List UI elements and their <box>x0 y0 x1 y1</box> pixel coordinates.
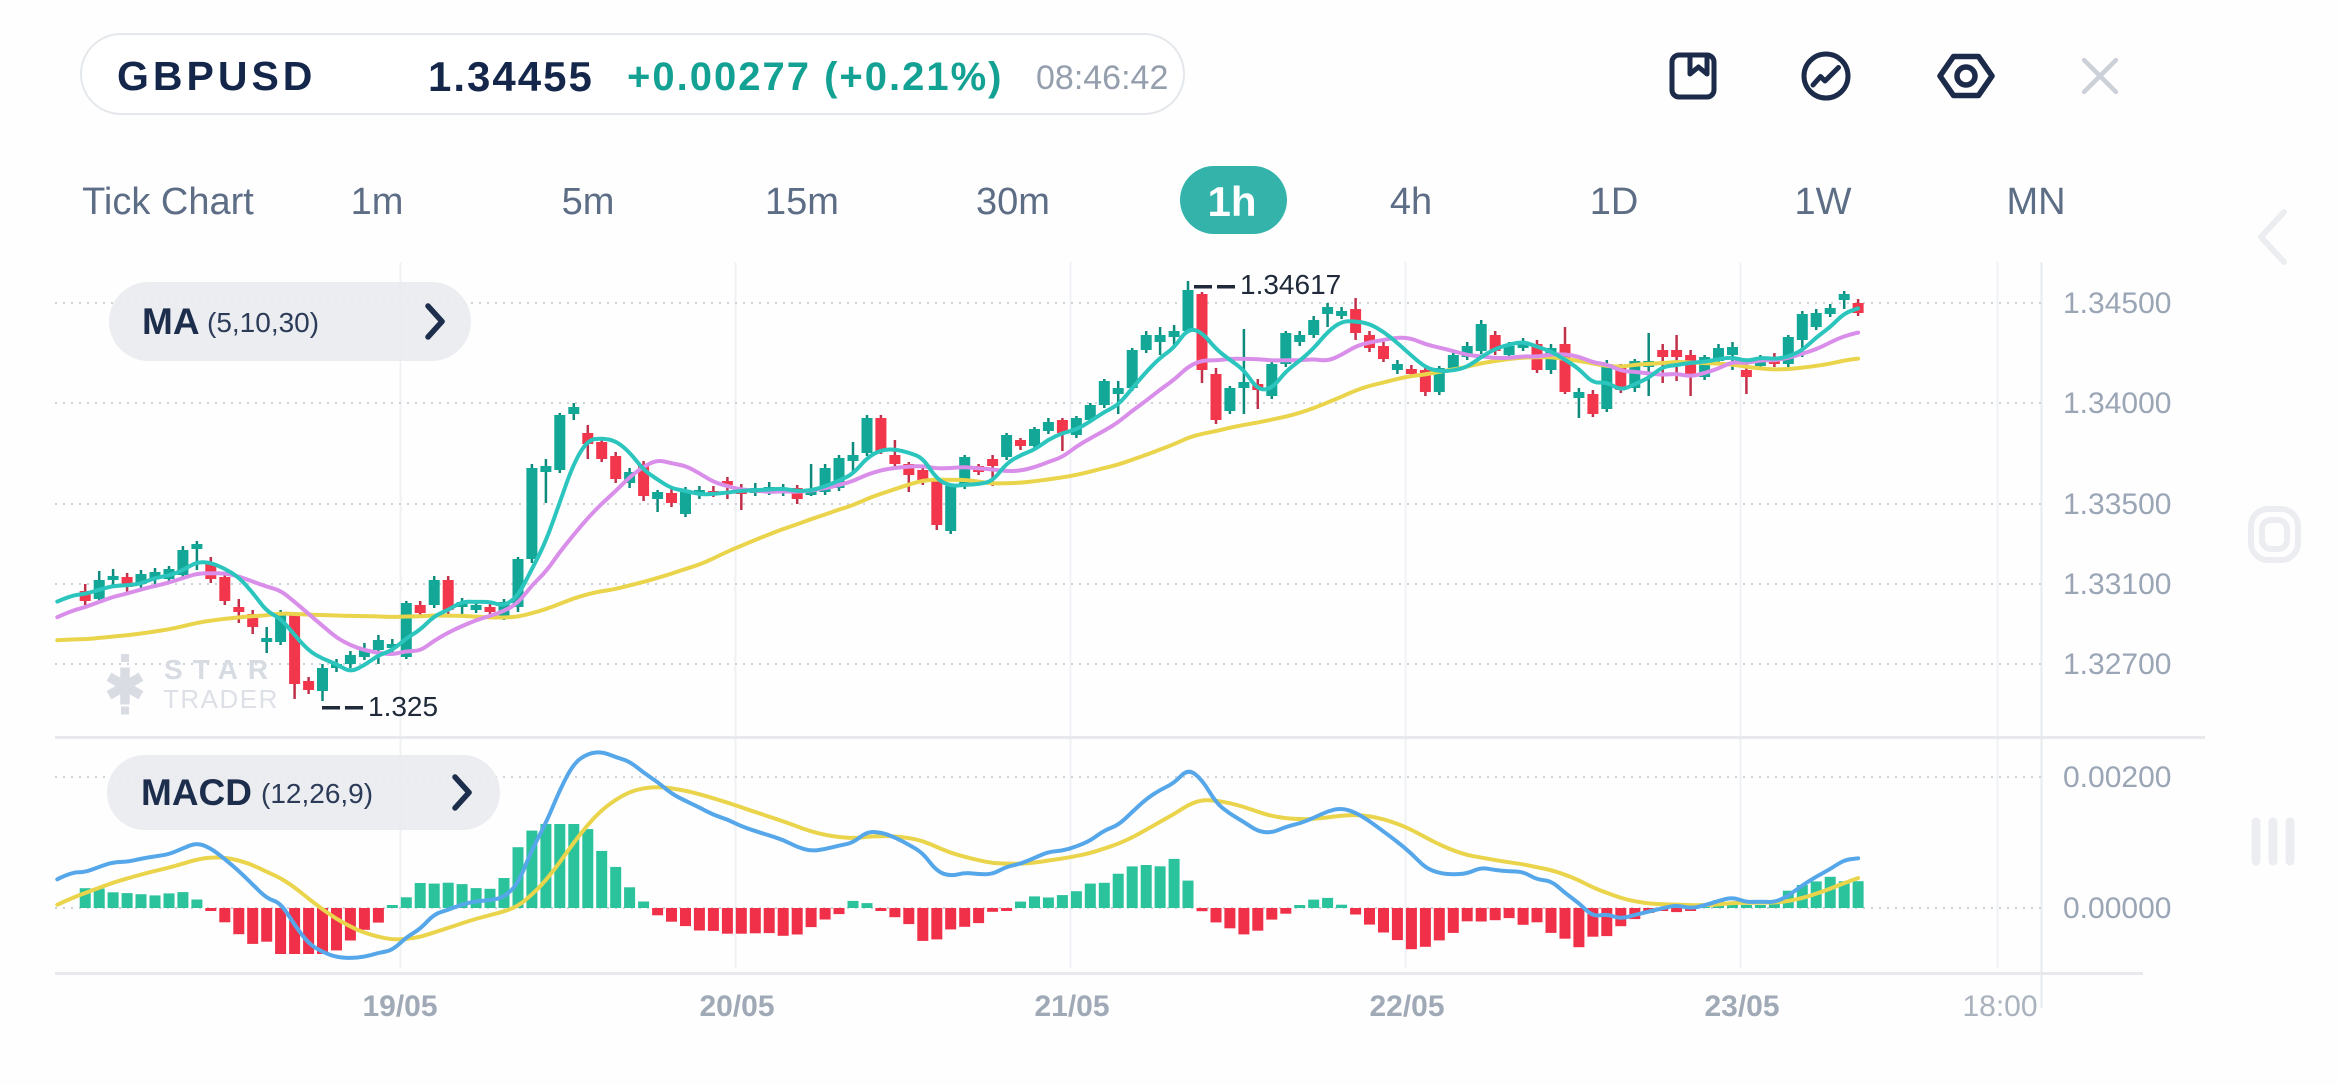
svg-text:1.32700: 1.32700 <box>2063 648 2171 681</box>
svg-text:19/05: 19/05 <box>362 990 437 1023</box>
svg-text:TRADER: TRADER <box>163 684 279 714</box>
svg-text:0.00200: 0.00200 <box>2063 761 2171 794</box>
svg-text:1.34617: 1.34617 <box>1240 269 1341 300</box>
svg-text:1.33100: 1.33100 <box>2063 568 2171 601</box>
svg-text:MA: MA <box>142 301 200 342</box>
svg-text:1.34000: 1.34000 <box>2063 387 2171 420</box>
svg-text:0.00000: 0.00000 <box>2063 892 2171 925</box>
svg-text:21/05: 21/05 <box>1034 990 1109 1023</box>
svg-text:MACD: MACD <box>141 772 252 813</box>
svg-text:1.34500: 1.34500 <box>2063 287 2171 320</box>
svg-text:STAR: STAR <box>164 654 278 685</box>
svg-text:18:00: 18:00 <box>1962 990 2037 1023</box>
svg-text:(5,10,30): (5,10,30) <box>207 307 319 338</box>
svg-text:1.33500: 1.33500 <box>2063 488 2171 521</box>
svg-text:23/05: 23/05 <box>1704 990 1779 1023</box>
svg-text:1.325: 1.325 <box>368 691 438 722</box>
svg-text:22/05: 22/05 <box>1369 990 1444 1023</box>
svg-text:(12,26,9): (12,26,9) <box>261 778 373 809</box>
svg-text:20/05: 20/05 <box>699 990 774 1023</box>
